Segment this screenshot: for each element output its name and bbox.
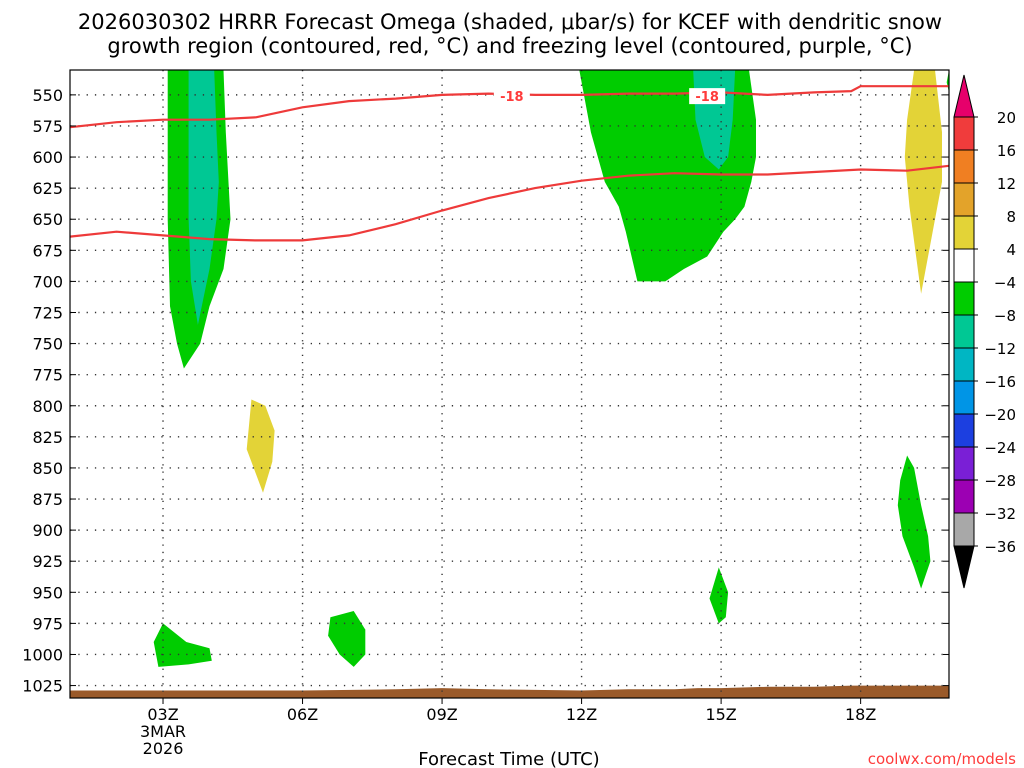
colorbar-label-12: −32 bbox=[984, 505, 1016, 523]
y-tick-label-600: 600 bbox=[32, 148, 63, 167]
colorbar-label-10: −24 bbox=[984, 439, 1016, 457]
colorbar-band-5 bbox=[953, 281, 975, 316]
chart-title-line-2: growth region (contoured, red, °C) and f… bbox=[107, 34, 912, 58]
y-tick-label-650: 650 bbox=[32, 210, 63, 229]
omega-yellow-0430z-mid bbox=[246, 399, 275, 493]
x-tick-label-15Z: 15Z bbox=[705, 705, 736, 724]
colorbar-band-12 bbox=[953, 512, 975, 547]
y-tick-label-625: 625 bbox=[32, 179, 63, 198]
colorbar-band-11 bbox=[953, 479, 975, 514]
omega-shading-layer bbox=[153, 70, 949, 667]
colorbar-band-8 bbox=[953, 380, 975, 415]
x-tick-label-09Z: 09Z bbox=[426, 705, 457, 724]
colorbar-label-5: −4 bbox=[994, 274, 1016, 292]
omega-green-1430z-low bbox=[709, 567, 729, 624]
colorbar-label-13: −36 bbox=[984, 538, 1016, 556]
omega-green-0630z-low bbox=[328, 611, 366, 667]
colorbar-band-7 bbox=[953, 347, 975, 382]
colorbar-label-3: 8 bbox=[1006, 208, 1016, 226]
x-axis-label: Forecast Time (UTC) bbox=[418, 749, 599, 768]
omega-colorbar: 20 16 12 8 4 −4 −8 −12 −16 −20 −24 −28 −32 −36 bbox=[953, 74, 1016, 589]
plot-frame bbox=[69, 69, 950, 699]
colorbar-band-3 bbox=[953, 215, 975, 250]
y-tick-label-875: 875 bbox=[32, 490, 63, 509]
colorbar-band-1 bbox=[953, 149, 975, 184]
colorbar-bottom-cap bbox=[953, 545, 975, 589]
omega-teal-0303z-upper bbox=[188, 70, 219, 325]
terrain-layer bbox=[70, 685, 949, 698]
y-tick-label-1025: 1025 bbox=[22, 677, 63, 696]
gridlines bbox=[70, 70, 949, 698]
colorbar-label-0: 20 bbox=[997, 109, 1016, 127]
colorbar-band-4 bbox=[953, 248, 975, 283]
y-tick-label-925: 925 bbox=[32, 552, 63, 571]
x-tick-label-18Z: 18Z bbox=[845, 705, 876, 724]
y-tick-label-700: 700 bbox=[32, 272, 63, 291]
y-tick-label-950: 950 bbox=[32, 583, 63, 602]
dgz-contour-upper-label-bg-0 bbox=[493, 88, 530, 105]
chart-title-line-1: 2026030302 HRRR Forecast Omega (shaded, … bbox=[78, 10, 942, 34]
y-tick-label-850: 850 bbox=[32, 459, 63, 478]
y-tick-label-750: 750 bbox=[32, 335, 63, 354]
colorbar-label-9: −20 bbox=[984, 406, 1016, 424]
x-tick-label-03Z: 03Z bbox=[147, 705, 178, 724]
dgz-contour-upper bbox=[70, 85, 949, 129]
omega-green-0300z-low bbox=[153, 623, 212, 667]
y-tick-label-725: 725 bbox=[32, 303, 63, 322]
colorbar-label-7: −12 bbox=[984, 340, 1016, 358]
dgz-contour-lower bbox=[70, 164, 949, 242]
colorbar-band-0 bbox=[953, 116, 975, 151]
y-tick-label-825: 825 bbox=[32, 428, 63, 447]
dgz-contour-upper-label-bg-1 bbox=[689, 88, 726, 105]
y-tick-label-800: 800 bbox=[32, 397, 63, 416]
y-tick-label-900: 900 bbox=[32, 521, 63, 540]
x-tick-label-06Z: 06Z bbox=[287, 705, 318, 724]
dendritic-growth-contours: -18 -18 bbox=[70, 85, 949, 242]
y-tick-label-975: 975 bbox=[32, 614, 63, 633]
colorbar-label-4: 4 bbox=[1006, 241, 1016, 259]
x-tick-sublabel-1: 2026 bbox=[143, 739, 184, 758]
y-tick-label-550: 550 bbox=[32, 86, 63, 105]
colorbar-band-9 bbox=[953, 413, 975, 448]
colorbar-label-1: 16 bbox=[997, 142, 1016, 160]
colorbar-label-2: 12 bbox=[997, 175, 1016, 193]
plot-area: -18 -18 bbox=[70, 70, 949, 698]
y-tick-label-775: 775 bbox=[32, 366, 63, 385]
watermark: coolwx.com/models bbox=[868, 750, 1016, 768]
colorbar-label-6: −8 bbox=[994, 307, 1016, 325]
colorbar-band-6 bbox=[953, 314, 975, 349]
dgz-contour-upper-label-0: -18 bbox=[500, 90, 524, 105]
colorbar-band-2 bbox=[953, 182, 975, 217]
dgz-contour-upper-label-1: -18 bbox=[695, 90, 719, 105]
x-tick-sublabel-0: 3MAR bbox=[140, 722, 186, 741]
terrain-fill bbox=[70, 685, 949, 698]
colorbar-label-8: −16 bbox=[984, 373, 1016, 391]
colorbar-band-10 bbox=[953, 446, 975, 481]
y-tick-label-1000: 1000 bbox=[22, 645, 63, 664]
pressure-axis: 550 575 600 625 650 675 700 725 750 775 800 825 850 8… bbox=[22, 86, 949, 696]
colorbar-label-11: −28 bbox=[984, 472, 1016, 490]
omega-yellow-1900z-upper bbox=[904, 70, 942, 294]
omega-green-1900z-mid bbox=[897, 455, 931, 589]
y-tick-label-575: 575 bbox=[32, 117, 63, 136]
x-tick-label-12Z: 12Z bbox=[566, 705, 597, 724]
y-tick-label-675: 675 bbox=[32, 241, 63, 260]
